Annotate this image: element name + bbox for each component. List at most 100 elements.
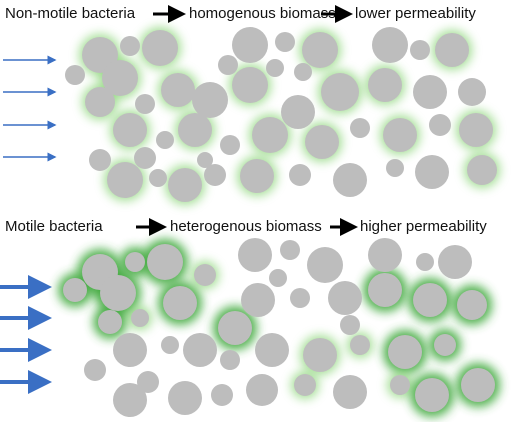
grain — [302, 32, 338, 68]
label-right: lower permeability — [355, 5, 476, 22]
grain — [415, 378, 449, 412]
grain — [192, 82, 228, 118]
grain — [350, 118, 370, 138]
grain — [161, 336, 179, 354]
grain — [156, 131, 174, 149]
grain — [240, 159, 274, 193]
grain — [85, 87, 115, 117]
grain — [135, 94, 155, 114]
grain — [113, 333, 147, 367]
header-top: Non-motile bacteria homogenous biomass l… — [5, 5, 476, 23]
flow-arrows-top — [3, 55, 57, 162]
flow-arrows-bottom — [0, 275, 52, 394]
grain — [435, 33, 469, 67]
grain — [383, 118, 417, 152]
grain — [65, 65, 85, 85]
grain — [305, 125, 339, 159]
grain — [467, 155, 497, 185]
grain — [458, 78, 486, 106]
grain — [211, 384, 233, 406]
grain — [333, 375, 367, 409]
grain — [142, 30, 178, 66]
grain — [438, 245, 472, 279]
grain — [197, 152, 213, 168]
grain — [368, 68, 402, 102]
grain — [232, 27, 268, 63]
grain — [289, 164, 311, 186]
grain — [290, 288, 310, 308]
grain — [307, 247, 343, 283]
grain — [161, 73, 195, 107]
grain — [333, 163, 367, 197]
grain — [102, 60, 138, 96]
grain — [63, 278, 87, 302]
porous-medium — [58, 27, 500, 417]
grain — [246, 374, 278, 406]
grain — [388, 335, 422, 369]
grain — [163, 286, 197, 320]
grain — [84, 359, 106, 381]
grain — [368, 273, 402, 307]
grain — [266, 59, 284, 77]
label-left: Non-motile bacteria — [5, 5, 136, 22]
grain — [204, 164, 226, 186]
label-middle: heterogenous biomass — [170, 218, 322, 235]
grain — [220, 135, 240, 155]
grain — [194, 264, 216, 286]
grain — [125, 252, 145, 272]
grain — [280, 240, 300, 260]
label-right: higher permeability — [360, 218, 487, 235]
grain — [321, 73, 359, 111]
grain — [386, 159, 404, 177]
grain — [168, 168, 202, 202]
grain — [218, 311, 252, 345]
grain — [100, 275, 136, 311]
grain — [457, 290, 487, 320]
grain — [238, 238, 272, 272]
grain — [372, 27, 408, 63]
grain — [168, 381, 202, 415]
grain — [434, 334, 456, 356]
grain — [241, 283, 275, 317]
grain — [328, 281, 362, 315]
grain — [89, 149, 111, 171]
grain — [429, 114, 451, 136]
grain — [98, 310, 122, 334]
grain — [275, 32, 295, 52]
label-middle: homogenous biomass — [189, 5, 336, 22]
grain — [294, 374, 316, 396]
grain — [340, 315, 360, 335]
grain — [134, 147, 156, 169]
grain — [107, 162, 143, 198]
grain — [220, 350, 240, 370]
grain — [350, 335, 370, 355]
grain — [149, 169, 167, 187]
grain — [303, 338, 337, 372]
grain — [368, 238, 402, 272]
grain — [183, 333, 217, 367]
grain — [218, 55, 238, 75]
grain — [113, 383, 147, 417]
grain — [415, 155, 449, 189]
grain — [131, 309, 149, 327]
grain — [120, 36, 140, 56]
grain — [232, 67, 268, 103]
grain — [390, 375, 410, 395]
grain — [255, 333, 289, 367]
grain — [137, 371, 159, 393]
grain — [147, 244, 183, 280]
grain — [178, 113, 212, 147]
grain — [413, 283, 447, 317]
grain — [269, 269, 287, 287]
grain — [294, 63, 312, 81]
grain — [413, 75, 447, 109]
header-bottom: Motile bacteria heterogenous biomass hig… — [5, 218, 487, 236]
grain — [281, 95, 315, 129]
grain — [461, 368, 495, 402]
grain — [410, 40, 430, 60]
grain — [113, 113, 147, 147]
grain — [416, 253, 434, 271]
grain — [459, 113, 493, 147]
